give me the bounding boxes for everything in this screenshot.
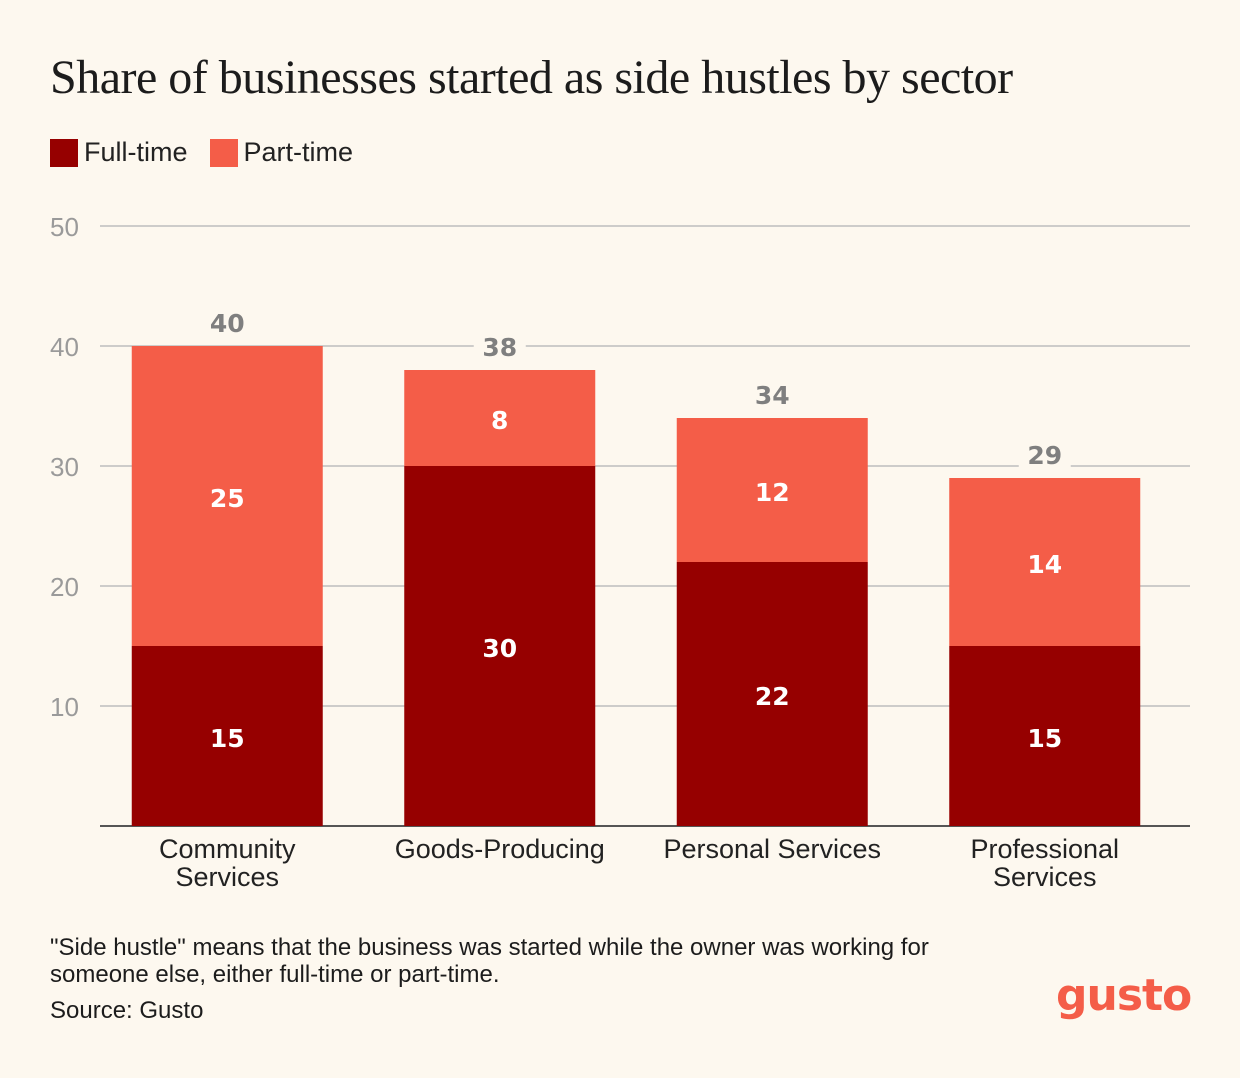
bar-part-time-1 xyxy=(404,370,596,466)
legend-swatch-full-time xyxy=(50,138,78,167)
total-label-bg-2 xyxy=(746,380,799,410)
data-label-full-time-0: 15 xyxy=(210,724,245,753)
source-note: Source: Gusto xyxy=(50,997,204,1024)
x-tick-label-0-line-0: Community xyxy=(159,834,296,864)
legend-label-part-time: Part-time xyxy=(243,137,354,167)
bar-part-time-2 xyxy=(676,418,868,562)
x-tick-label-1: Goods-Producing xyxy=(395,834,605,864)
bar-full-time-1 xyxy=(404,466,596,826)
total-label-3: 29 xyxy=(1027,441,1062,470)
data-label-full-time-1: 30 xyxy=(482,634,517,663)
x-tick-label-0-line-1: Services xyxy=(175,862,279,892)
legend-item-full-time: Full-time xyxy=(50,137,188,168)
y-tick-label-20: 20 xyxy=(50,572,79,602)
gusto-logo: gusto xyxy=(1056,970,1192,1021)
chart-title: Share of businesses started as side hust… xyxy=(50,51,1013,104)
bar-full-time-2 xyxy=(676,562,868,826)
legend-label-full-time: Full-time xyxy=(84,137,188,167)
y-tick-label-10: 10 xyxy=(50,692,79,722)
stacked-bar-chart: 1020304050152540CommunityServices30838Go… xyxy=(50,212,1190,892)
x-tick-label-3-line-1: Services xyxy=(993,862,1097,892)
data-label-full-time-3: 15 xyxy=(1027,724,1062,753)
y-tick-label-40: 40 xyxy=(50,332,79,362)
y-tick-label-30: 30 xyxy=(50,452,79,482)
legend-item-part-time: Part-time xyxy=(209,137,354,168)
footnote: "Side hustle" means that the business wa… xyxy=(50,934,929,988)
bar-full-time-0 xyxy=(131,646,323,826)
data-label-part-time-3: 14 xyxy=(1027,550,1062,579)
total-label-bg-3 xyxy=(1018,440,1071,470)
x-tick-label-3-line-0: Professional xyxy=(970,834,1119,864)
x-tick-label-2: Personal Services xyxy=(663,834,881,864)
bar-part-time-3 xyxy=(949,478,1141,646)
bar-full-time-3 xyxy=(949,646,1141,826)
bar-part-time-0 xyxy=(131,346,323,646)
total-label-0: 40 xyxy=(210,309,245,338)
data-label-part-time-1: 8 xyxy=(491,406,508,435)
total-label-bg-0 xyxy=(201,308,254,338)
total-label-1: 38 xyxy=(482,333,517,362)
data-label-part-time-0: 25 xyxy=(210,484,245,513)
y-tick-label-50: 50 xyxy=(50,212,79,242)
data-label-full-time-2: 22 xyxy=(755,682,790,711)
legend: Full-time Part-time xyxy=(50,137,375,168)
total-label-bg-1 xyxy=(473,332,526,362)
total-label-2: 34 xyxy=(755,381,790,410)
data-label-part-time-2: 12 xyxy=(755,478,790,507)
legend-swatch-part-time xyxy=(209,138,238,167)
